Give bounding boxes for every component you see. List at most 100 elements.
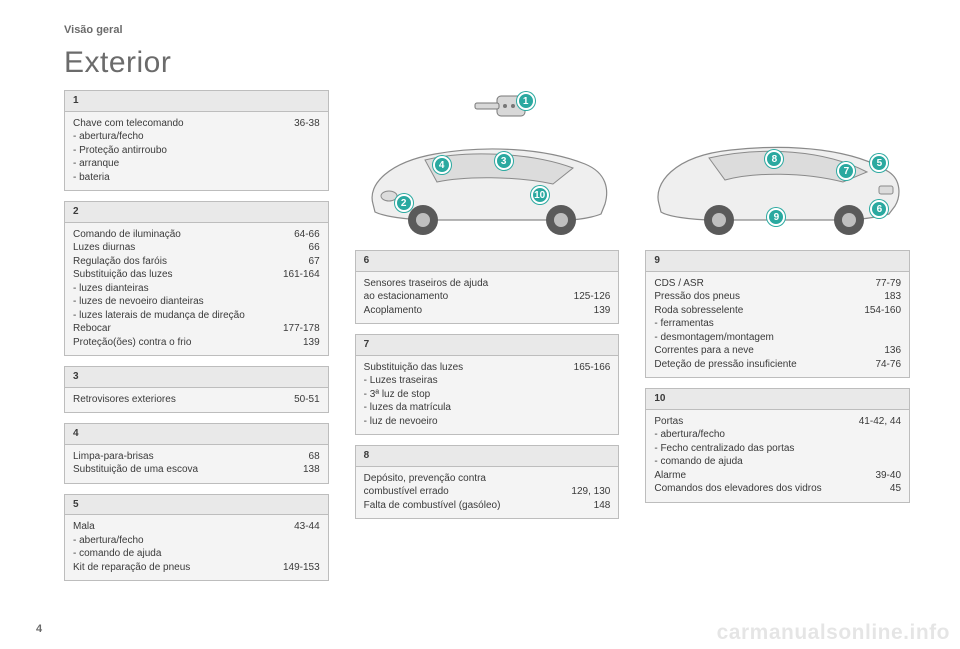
row-value: 77-79 — [875, 277, 901, 291]
row-label: - abertura/fecho — [73, 534, 320, 548]
row-label: - bateria — [73, 171, 320, 185]
row-label: Substituição das luzes — [73, 268, 283, 282]
table-row: - bateria — [73, 171, 320, 185]
table-row: - luz de nevoeiro — [364, 415, 611, 429]
table-row: combustível errado129, 130 — [364, 485, 611, 499]
table-row: Proteção(ões) contra o frio139 — [73, 336, 320, 350]
card-8-num: 8 — [356, 446, 619, 467]
row-label: - luzes de nevoeiro dianteiras — [73, 295, 320, 309]
car-rear-illustration: 87569 — [645, 90, 910, 240]
row-label: Kit de reparação de pneus — [73, 561, 283, 575]
row-label: Falta de combustível (gasóleo) — [364, 499, 594, 513]
row-value: 50-51 — [294, 393, 320, 407]
table-row: - arranque — [73, 157, 320, 171]
table-row: ao estacionamento125-126 — [364, 290, 611, 304]
table-row: - luzes da matrícula — [364, 401, 611, 415]
row-label: - abertura/fecho — [654, 428, 901, 442]
row-label: Luzes diurnas — [73, 241, 309, 255]
row-value: 139 — [303, 336, 320, 350]
card-6-num: 6 — [356, 251, 619, 272]
row-value: 161-164 — [283, 268, 320, 282]
row-value: 125-126 — [574, 290, 611, 304]
table-row: Regulação dos faróis67 — [73, 255, 320, 269]
manual-page: Visão geral Exterior 1 Chave com telecom… — [0, 0, 960, 649]
table-row: Acoplamento139 — [364, 304, 611, 318]
content-columns: 1 Chave com telecomando36-38- abertura/f… — [64, 90, 910, 581]
table-row: Pressão dos pneus183 — [654, 290, 901, 304]
card-2-body: Comando de iluminação64-66Luzes diurnas6… — [65, 223, 328, 356]
row-label: Chave com telecomando — [73, 117, 294, 131]
table-row: - Proteção antirroubo — [73, 144, 320, 158]
row-label: - Luzes traseiras — [364, 374, 611, 388]
row-label: Limpa-para-brisas — [73, 450, 309, 464]
card-3: 3 Retrovisores exteriores50-51 — [64, 366, 329, 413]
card-1-num: 1 — [65, 91, 328, 112]
row-label: Proteção(ões) contra o frio — [73, 336, 303, 350]
column-3: 87569 9 CDS / ASR77-79Pressão dos pneus1… — [645, 90, 910, 581]
table-row: Mala43-44 — [73, 520, 320, 534]
card-5: 5 Mala43-44- abertura/fecho- comando de … — [64, 494, 329, 582]
table-row: Kit de reparação de pneus149-153 — [73, 561, 320, 575]
table-row: - Luzes traseiras — [364, 374, 611, 388]
row-value: 43-44 — [294, 520, 320, 534]
card-4-body: Limpa-para-brisas68Substituição de uma e… — [65, 445, 328, 483]
callout-badge-2: 2 — [395, 194, 413, 212]
card-10-body: Portas41-42, 44- abertura/fecho- Fecho c… — [646, 410, 909, 502]
row-label: - luzes dianteiras — [73, 282, 320, 296]
row-value: 165-166 — [574, 361, 611, 375]
card-7: 7 Substituição das luzes165-166- Luzes t… — [355, 334, 620, 435]
card-5-body: Mala43-44- abertura/fecho- comando de aj… — [65, 515, 328, 580]
table-row: Luzes diurnas66 — [73, 241, 320, 255]
card-4: 4 Limpa-para-brisas68Substituição de uma… — [64, 423, 329, 484]
row-label: - luz de nevoeiro — [364, 415, 611, 429]
row-label: Correntes para a neve — [654, 344, 884, 358]
card-9-num: 9 — [646, 251, 909, 272]
table-row: Retrovisores exteriores50-51 — [73, 393, 320, 407]
card-8-body: Depósito, prevenção contracombustível er… — [356, 467, 619, 519]
card-7-body: Substituição das luzes165-166- Luzes tra… — [356, 356, 619, 435]
table-row: - abertura/fecho — [73, 130, 320, 144]
card-1-body: Chave com telecomando36-38- abertura/fec… — [65, 112, 328, 191]
row-value: 74-76 — [875, 358, 901, 372]
row-value: 136 — [884, 344, 901, 358]
row-label: - 3ª luz de stop — [364, 388, 611, 402]
callout-badge-10: 10 — [531, 186, 549, 204]
column-2: 134210 6 Sensores traseiros de ajudaao e… — [355, 90, 620, 581]
column-1: 1 Chave com telecomando36-38- abertura/f… — [64, 90, 329, 581]
row-value: 64-66 — [294, 228, 320, 242]
row-label: CDS / ASR — [654, 277, 875, 291]
table-row: - abertura/fecho — [73, 534, 320, 548]
row-label: Acoplamento — [364, 304, 594, 318]
row-label: Alarme — [654, 469, 875, 483]
row-value: 39-40 — [875, 469, 901, 483]
row-label: Substituição das luzes — [364, 361, 574, 375]
table-row: Rebocar177-178 — [73, 322, 320, 336]
row-label: combustível errado — [364, 485, 572, 499]
table-row: CDS / ASR77-79 — [654, 277, 901, 291]
card-6: 6 Sensores traseiros de ajudaao estacion… — [355, 250, 620, 324]
callout-badge-3: 3 — [495, 152, 513, 170]
row-value: 36-38 — [294, 117, 320, 131]
row-value: 149-153 — [283, 561, 320, 575]
table-row: - comando de ajuda — [654, 455, 901, 469]
row-label: Substituição de uma escova — [73, 463, 303, 477]
table-row: - luzes de nevoeiro dianteiras — [73, 295, 320, 309]
table-row: - desmontagem/montagem — [654, 331, 901, 345]
row-label: - luzes laterais de mudança de direção — [73, 309, 320, 323]
card-7-num: 7 — [356, 335, 619, 356]
table-row: - 3ª luz de stop — [364, 388, 611, 402]
row-value: 148 — [594, 499, 611, 513]
section-label: Visão geral — [64, 24, 910, 36]
row-value: 66 — [309, 241, 320, 255]
card-10-num: 10 — [646, 389, 909, 410]
card-3-num: 3 — [65, 367, 328, 388]
row-value: 154-160 — [864, 304, 901, 318]
car-front-illustration: 134210 — [355, 90, 620, 240]
card-4-num: 4 — [65, 424, 328, 445]
table-row: Limpa-para-brisas68 — [73, 450, 320, 464]
row-label: Portas — [654, 415, 858, 429]
row-label: Retrovisores exteriores — [73, 393, 294, 407]
row-value: 45 — [890, 482, 901, 496]
table-row: Deteção de pressão insuficiente74-76 — [654, 358, 901, 372]
row-label: Rebocar — [73, 322, 283, 336]
